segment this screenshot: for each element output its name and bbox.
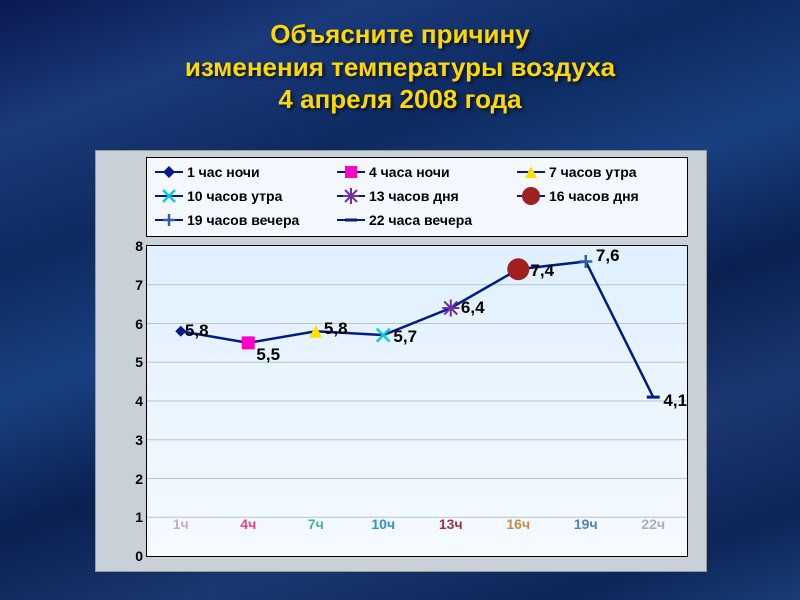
- y-axis-tick-label: 2: [119, 471, 143, 487]
- legend-label: 7 часов утра: [549, 164, 637, 180]
- chart-container: 1 час ночи 4 часа ночи 7 часов утра 10 ч…: [95, 150, 707, 572]
- legend-label: 19 часов вечера: [187, 212, 299, 228]
- x-axis-category-label: 13ч: [439, 516, 463, 532]
- chart-svg: [147, 246, 687, 556]
- y-axis-tick-label: 0: [119, 548, 143, 564]
- y-axis-tick-label: 4: [119, 393, 143, 409]
- slide: Объясните причину изменения температуры …: [0, 0, 800, 600]
- legend-marker-icon: [517, 162, 545, 182]
- y-axis-tick-label: 6: [119, 316, 143, 332]
- legend-marker-icon: [517, 186, 545, 206]
- y-axis-tick-label: 8: [119, 238, 143, 254]
- x-axis-category-label: 16ч: [506, 516, 530, 532]
- x-axis-category-label: 7ч: [308, 516, 324, 532]
- legend-marker-icon: [337, 186, 365, 206]
- x-axis-category-label: 4ч: [240, 516, 256, 532]
- x-axis-category-label: 19ч: [574, 516, 598, 532]
- legend-label: 10 часов утра: [187, 188, 282, 204]
- legend-label: 1 час ночи: [187, 164, 260, 180]
- data-point-label: 7,6: [596, 246, 620, 266]
- legend-item: 1 час ночи: [155, 162, 260, 182]
- legend-marker-icon: [337, 162, 365, 182]
- chart-legend: 1 час ночи 4 часа ночи 7 часов утра 10 ч…: [146, 157, 688, 237]
- y-axis-tick-label: 3: [119, 432, 143, 448]
- page-title: Объясните причину изменения температуры …: [0, 0, 800, 116]
- x-axis-category-label: 22ч: [641, 516, 665, 532]
- data-point-label: 7,4: [530, 261, 554, 281]
- y-axis-tick-label: 5: [119, 354, 143, 370]
- title-line-3: 4 апреля 2008 года: [278, 84, 521, 114]
- legend-marker-icon: [155, 210, 183, 230]
- data-point-label: 5,8: [185, 321, 209, 341]
- data-point-label: 5,5: [256, 345, 280, 365]
- legend-label: 22 часа вечера: [369, 212, 472, 228]
- legend-item: 13 часов дня: [337, 186, 459, 206]
- x-axis-category-label: 1ч: [173, 516, 189, 532]
- legend-label: 4 часа ночи: [369, 164, 450, 180]
- data-point-label: 4,1: [663, 391, 687, 411]
- legend-item: 4 часа ночи: [337, 162, 450, 182]
- x-axis-category-label: 10ч: [371, 516, 395, 532]
- y-axis-tick-label: 7: [119, 277, 143, 293]
- legend-item: 19 часов вечера: [155, 210, 299, 230]
- data-point-label: 6,4: [461, 298, 485, 318]
- y-axis-tick-label: 1: [119, 509, 143, 525]
- legend-label: 13 часов дня: [369, 188, 459, 204]
- legend-item: 10 часов утра: [155, 186, 282, 206]
- legend-marker-icon: [155, 162, 183, 182]
- data-point-label: 5,7: [393, 327, 417, 347]
- chart-plot-area: 0123456785,85,55,85,76,47,47,64,11ч4ч7ч1…: [146, 245, 688, 557]
- title-line-1: Объясните причину: [270, 19, 529, 49]
- legend-marker-icon: [155, 186, 183, 206]
- legend-label: 16 часов дня: [549, 188, 639, 204]
- data-point-label: 5,8: [324, 319, 348, 339]
- legend-item: 7 часов утра: [517, 162, 637, 182]
- legend-item: 22 часа вечера: [337, 210, 472, 230]
- title-line-2: изменения температуры воздуха: [185, 52, 615, 82]
- legend-marker-icon: [337, 210, 365, 230]
- legend-item: 16 часов дня: [517, 186, 639, 206]
